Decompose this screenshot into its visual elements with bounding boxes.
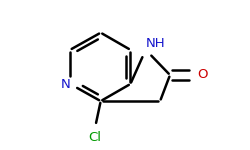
Text: O: O (197, 69, 207, 81)
Text: NH: NH (146, 37, 165, 50)
Text: N: N (60, 78, 70, 90)
Text: Cl: Cl (88, 131, 101, 144)
